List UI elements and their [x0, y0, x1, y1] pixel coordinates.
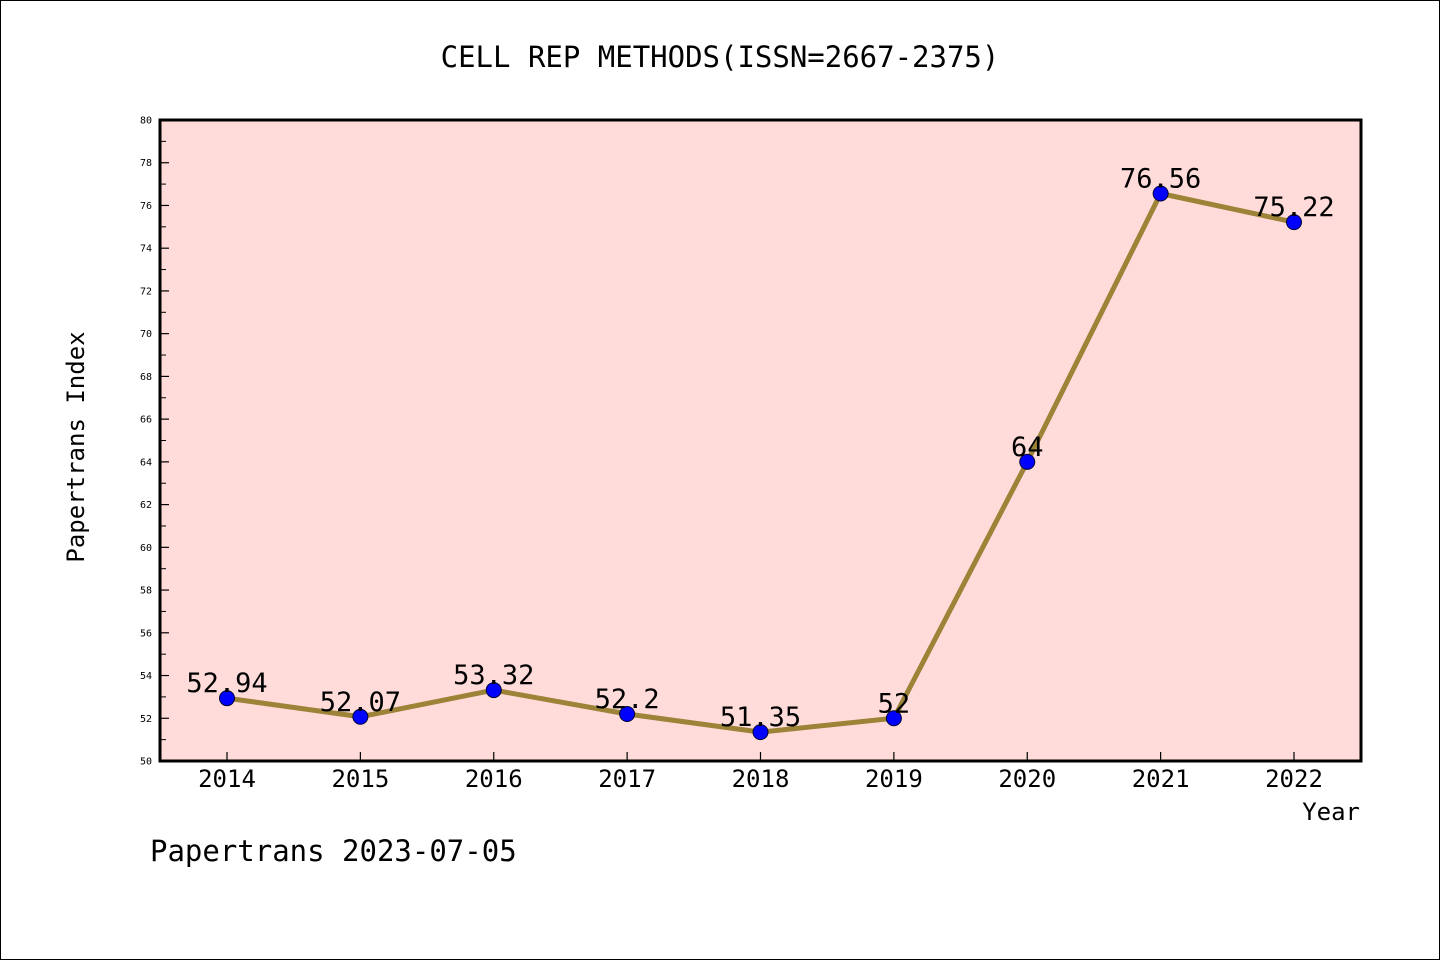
y-axis-label: Papertrans Index [62, 331, 90, 562]
data-point [352, 708, 369, 725]
x-tick-label: 2017 [598, 765, 656, 793]
y-tick-label: 58 [140, 586, 152, 597]
data-point [1152, 185, 1169, 202]
x-tick-label: 2020 [998, 765, 1056, 793]
x-tick-label: 2019 [865, 765, 923, 793]
data-label: 64 [1011, 432, 1044, 463]
x-tick-label: 2021 [1132, 765, 1190, 793]
plot-area [160, 120, 1361, 761]
data-label: 52.94 [186, 668, 267, 699]
x-tick-label: 2022 [1265, 765, 1323, 793]
y-tick-label: 78 [140, 158, 152, 169]
y-tick-label: 80 [140, 116, 152, 127]
data-point [219, 690, 235, 707]
y-tick-label: 70 [140, 329, 152, 340]
data-point [885, 710, 902, 727]
y-tick-label: 60 [140, 543, 152, 554]
data-point [752, 724, 769, 741]
data-label: 52.2 [595, 684, 660, 715]
y-tick-label: 62 [140, 500, 152, 511]
data-label: 52.07 [320, 687, 401, 718]
data-label: 52 [878, 688, 911, 719]
x-tick-label: 2016 [465, 765, 523, 793]
y-tick-label: 56 [140, 628, 152, 639]
footer-note: Papertrans 2023-07-05 [150, 834, 517, 868]
data-label: 75.22 [1253, 192, 1334, 223]
data-point [485, 682, 502, 699]
x-tick-label: 2015 [331, 765, 389, 793]
data-label: 53.32 [453, 660, 534, 691]
y-tick-label: 72 [140, 286, 152, 297]
y-tick-label: 68 [140, 372, 152, 383]
data-point [619, 705, 636, 722]
chart-title: CELL REP METHODS(ISSN=2667-2375) [441, 40, 1000, 74]
y-tick-label: 50 [140, 757, 152, 768]
plot-border [158, 118, 1363, 763]
y-tick-label: 66 [140, 415, 152, 426]
data-point [1286, 214, 1302, 231]
y-tick-label: 52 [140, 714, 152, 725]
x-tick-label: 2014 [198, 765, 256, 793]
y-tick-label: 54 [140, 671, 152, 682]
data-label: 51.35 [720, 702, 801, 733]
data-label: 76.56 [1120, 164, 1201, 195]
y-tick-label: 74 [140, 244, 152, 255]
x-tick-label: 2018 [732, 765, 790, 793]
x-axis-label: Year [1302, 798, 1360, 826]
data-point [1019, 453, 1036, 470]
y-tick-label: 64 [140, 457, 152, 468]
y-tick-label: 76 [140, 201, 152, 212]
